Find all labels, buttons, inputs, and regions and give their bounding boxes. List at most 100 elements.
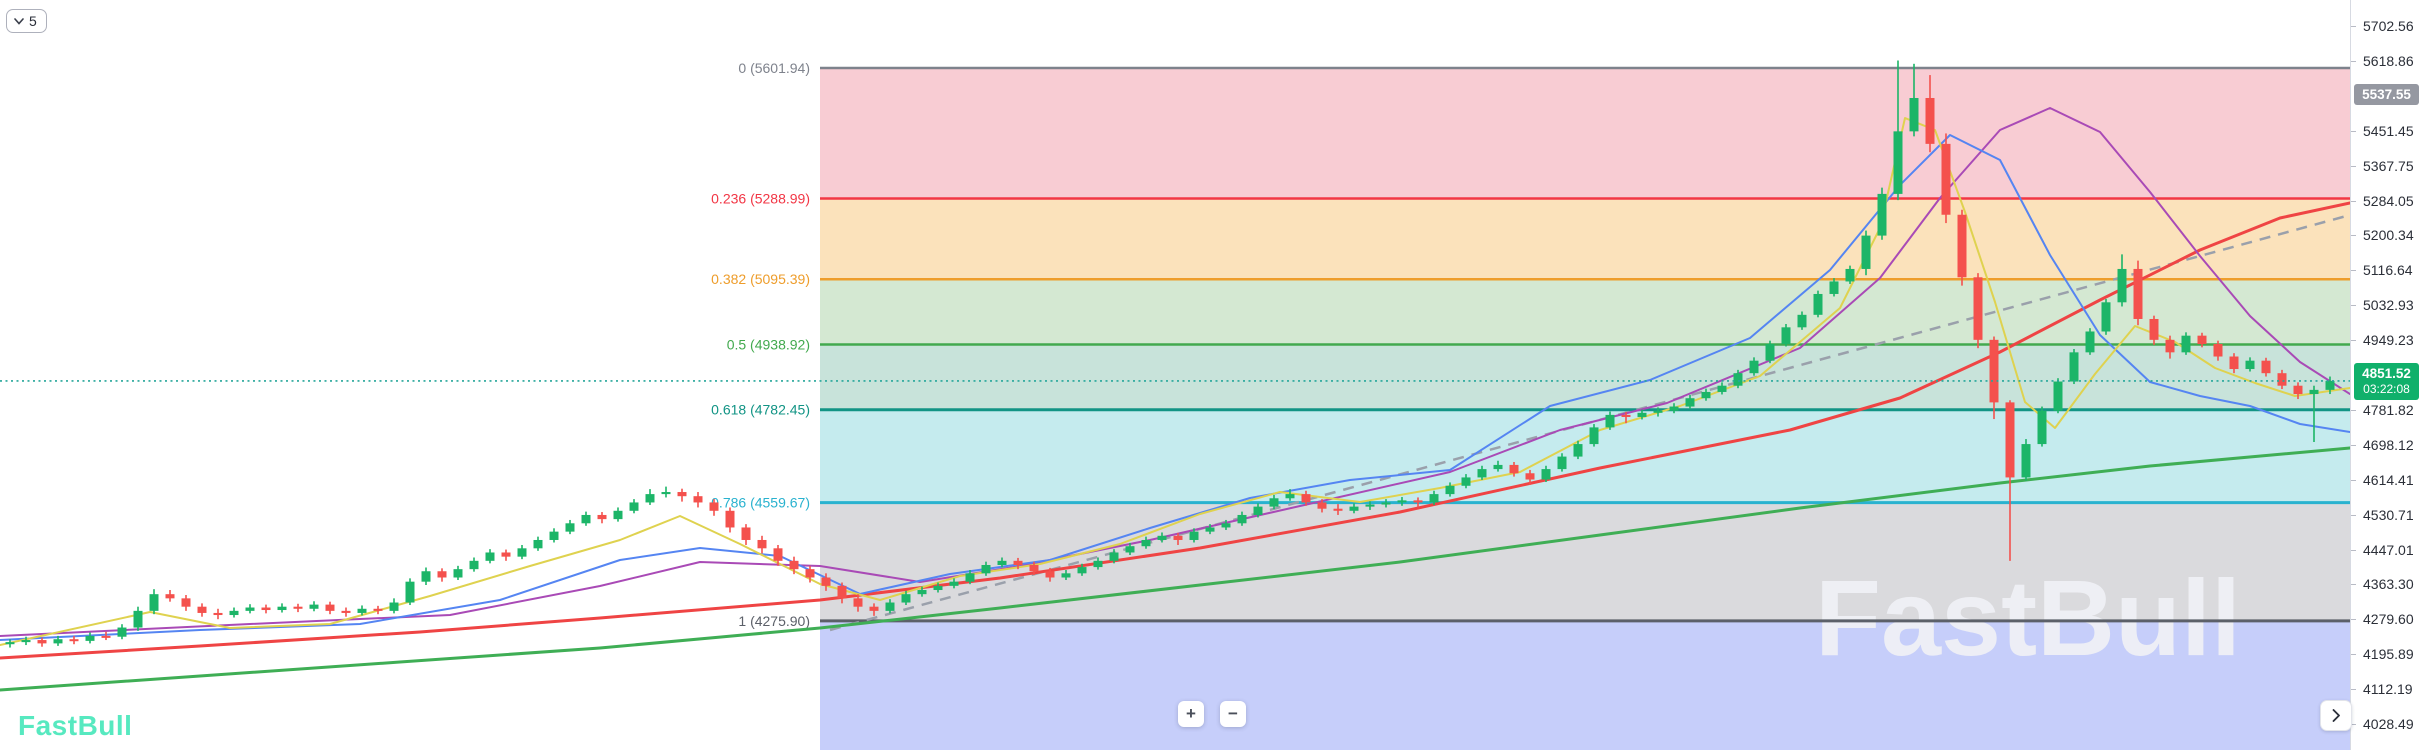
candle-body — [245, 607, 255, 611]
candle-body — [21, 640, 31, 643]
zoom-out-button[interactable]: − — [1220, 701, 1246, 727]
candle-body — [1189, 531, 1199, 540]
fib-band — [820, 279, 2350, 345]
candle-body — [1621, 414, 1631, 417]
price-tick-label: 4698.12 — [2363, 436, 2414, 453]
candle-body — [741, 527, 751, 540]
candle-body — [1157, 535, 1167, 540]
fastbull-logo: FastBull — [18, 710, 133, 741]
candle-body — [1701, 391, 1711, 399]
fib-band — [820, 502, 2350, 621]
zoom-in-button[interactable]: + — [1178, 701, 1204, 727]
candle-body — [373, 608, 383, 611]
price-tick-mark — [2351, 689, 2356, 691]
candle-body — [309, 604, 319, 609]
candle-body — [1653, 410, 1663, 413]
candle-body — [2037, 410, 2047, 445]
candle-body — [1509, 464, 1519, 474]
candle-body — [1109, 552, 1119, 561]
interval-label: 5 — [29, 13, 37, 29]
candle-body — [1221, 523, 1231, 528]
candle-body — [341, 610, 351, 613]
candle-body — [1941, 143, 1951, 215]
candle-body — [149, 594, 159, 611]
interval-selector[interactable]: 5 — [6, 9, 47, 33]
candle-body — [2181, 335, 2191, 353]
candle-body — [789, 560, 799, 570]
candle-body — [1029, 564, 1039, 572]
price-tick-mark — [2351, 724, 2356, 726]
candle-body — [1973, 277, 1983, 340]
reference-price-badge: 5537.55 — [2354, 83, 2419, 105]
price-axis[interactable]: 5702.56 5618.86 5451.45 5367.75 5284.05 5200.… — [2350, 0, 2422, 750]
price-tick-label: 4949.23 — [2363, 332, 2414, 349]
candle-body — [2325, 380, 2335, 390]
candle-body — [1253, 506, 1263, 515]
candle-body — [773, 548, 783, 561]
price-tick-mark — [2351, 165, 2356, 167]
price-tick-label: 4781.82 — [2363, 401, 2414, 418]
candle-body — [645, 494, 655, 503]
candle-body — [293, 606, 303, 609]
candle-body — [1813, 293, 1823, 315]
candle-body — [517, 548, 527, 557]
candle-body — [2261, 360, 2271, 374]
chevron-down-icon — [14, 17, 24, 25]
fib-band — [820, 68, 2350, 199]
candle-body — [1909, 97, 1919, 132]
candle-body — [2165, 339, 2175, 353]
candlestick-chart[interactable]: FastBull 0 (5601.94) 0.236 (5288.99) 0.382 … — [0, 0, 2350, 750]
fib-level-label: 1 (4275.90) — [738, 613, 810, 629]
candle-body — [2101, 302, 2111, 332]
price-tick-mark — [2351, 514, 2356, 516]
candle-body — [1093, 560, 1103, 568]
candle-body — [1781, 327, 1791, 345]
fib-level-label: 0.382 (5095.39) — [711, 271, 810, 287]
candle-body — [1365, 504, 1375, 507]
price-tick-label: 4447.01 — [2363, 541, 2414, 558]
price-tick-label: 5451.45 — [2363, 122, 2414, 139]
candle-body — [197, 606, 207, 613]
candle-body — [597, 514, 607, 520]
candle-body — [2021, 444, 2031, 478]
candle-body — [1301, 494, 1311, 503]
candle-body — [2245, 360, 2255, 370]
plus-icon: + — [1186, 704, 1196, 723]
candle-body — [885, 602, 895, 611]
candle-body — [965, 573, 975, 582]
price-tick-mark — [2351, 200, 2356, 202]
candle-body — [357, 608, 367, 613]
candle-body — [1989, 339, 1999, 403]
fib-band — [820, 409, 2350, 503]
price-tick-mark — [2351, 130, 2356, 132]
ma-mid-blue — [0, 134, 2350, 641]
candle-body — [821, 577, 831, 586]
price-tick-label: 4530.71 — [2363, 506, 2414, 523]
candle-body — [2277, 373, 2287, 386]
candle-body — [1061, 573, 1071, 578]
price-tick-label: 4028.49 — [2363, 716, 2414, 733]
candle-body — [69, 639, 79, 642]
candle-body — [1477, 469, 1487, 478]
candle-body — [133, 610, 143, 628]
price-tick-label: 4195.89 — [2363, 646, 2414, 663]
candle-body — [1237, 514, 1247, 524]
candle-body — [485, 552, 495, 561]
candle-body — [805, 569, 815, 578]
candle-body — [1493, 464, 1503, 470]
price-tick-label: 4112.19 — [2363, 681, 2413, 698]
candle-body — [1669, 406, 1679, 411]
candle-body — [901, 594, 911, 603]
candle-body — [453, 569, 463, 578]
candle-body — [1957, 214, 1967, 278]
candle-body — [1877, 193, 1887, 236]
ma-long-red — [0, 201, 2350, 660]
scroll-to-latest-button[interactable] — [2320, 700, 2352, 731]
last-price-badge: 4851.52 03:22:08 — [2354, 362, 2419, 400]
price-tick-mark — [2351, 26, 2356, 28]
fib-band — [820, 620, 2350, 750]
candle-body — [101, 635, 111, 638]
price-tick-label: 5367.75 — [2363, 157, 2414, 174]
candle-body — [165, 594, 175, 599]
candle-body — [1077, 567, 1087, 574]
